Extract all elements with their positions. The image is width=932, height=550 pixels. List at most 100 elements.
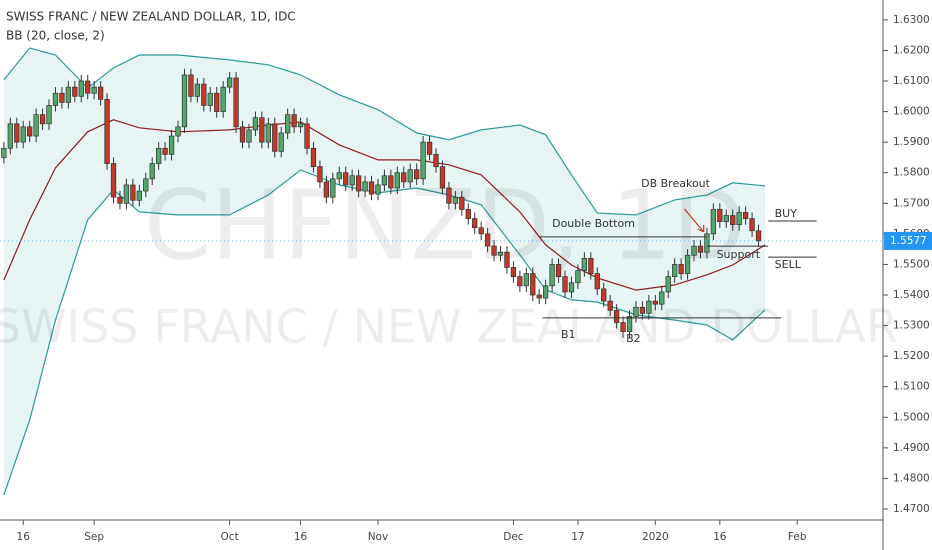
- candle-body: [730, 215, 736, 226]
- candle-body: [717, 209, 723, 222]
- candle-body: [723, 215, 729, 222]
- candle-body: [59, 92, 65, 103]
- candle-body: [439, 166, 446, 189]
- candle-body: [136, 190, 142, 201]
- candle-body: [259, 117, 265, 143]
- band-upper: [3, 47, 766, 216]
- candle-body: [388, 175, 394, 189]
- y-tick-label: 1.5400: [893, 289, 930, 301]
- x-tick-label: 17: [571, 531, 584, 543]
- annotation: SELL: [775, 258, 802, 271]
- candle-body: [472, 218, 478, 229]
- candle-body: [33, 114, 39, 137]
- candle-body: [317, 166, 323, 183]
- candle-body: [607, 300, 613, 311]
- candle-body: [710, 209, 717, 235]
- x-tick-label: Dec: [503, 531, 524, 543]
- candle-body: [214, 92, 220, 112]
- candle-body: [446, 187, 452, 204]
- candle-body: [104, 99, 110, 164]
- y-tick-label: 1.4700: [893, 503, 930, 515]
- y-tick-label: 1.6300: [893, 14, 930, 26]
- candle-body: [72, 86, 78, 97]
- candle-body: [162, 147, 168, 155]
- candle-body: [188, 74, 194, 97]
- candle-body: [414, 169, 420, 180]
- candle-body: [130, 184, 136, 201]
- candle-body: [330, 178, 336, 198]
- candle-body: [20, 126, 26, 143]
- candle-body: [478, 227, 484, 235]
- candle-body: [420, 141, 426, 180]
- annotation: Support: [717, 248, 761, 261]
- candle-body: [91, 86, 97, 94]
- candle-body: [452, 196, 459, 204]
- candle-body: [601, 288, 607, 302]
- candle-body: [291, 114, 297, 128]
- breakout-arrow: [683, 208, 705, 233]
- candle-body: [704, 233, 710, 253]
- candle-body: [626, 316, 633, 333]
- candle-body: [14, 123, 20, 143]
- candle-body: [594, 273, 600, 290]
- candle-body: [272, 123, 278, 152]
- candle-body: [504, 251, 510, 268]
- last-price-tag: [884, 231, 932, 250]
- candle-body: [755, 230, 762, 242]
- candle-body: [562, 276, 568, 293]
- x-tick-label: 16: [17, 531, 31, 543]
- x-tick-label: 16: [713, 531, 727, 543]
- chart-title: SWISS FRANC / NEW ZEALAND DOLLAR, 1D, ID…: [6, 10, 296, 24]
- candle-body: [233, 77, 239, 128]
- candle-body: [194, 83, 201, 97]
- candle-body: [207, 92, 213, 106]
- candle-body: [239, 126, 246, 143]
- y-tick-label: 1.4800: [893, 472, 930, 484]
- annotation: B2: [626, 332, 641, 345]
- candle-body: [1, 147, 7, 158]
- candle-body: [401, 172, 407, 183]
- candle-body: [265, 123, 271, 143]
- candle-body: [568, 282, 575, 293]
- candle-body: [646, 300, 652, 314]
- candle-body: [220, 86, 226, 112]
- y-tick-label: 1.4900: [893, 442, 930, 454]
- candle-body: [52, 92, 59, 106]
- candle-body: [7, 123, 13, 149]
- y-tick-label: 1.5800: [893, 167, 930, 179]
- annotation: Double Bottom: [552, 217, 635, 230]
- candle-body: [684, 254, 691, 274]
- watermark-name: SWISS FRANC / NEW ZEALAND DOLLAR: [0, 300, 898, 354]
- candle-body: [736, 212, 742, 226]
- candle-body: [497, 251, 504, 256]
- candle-body: [336, 172, 342, 180]
- candle-body: [143, 178, 149, 192]
- candle-body: [543, 285, 549, 299]
- annotation: B1: [561, 328, 576, 341]
- candle-body: [749, 218, 755, 232]
- candle-body: [343, 172, 349, 186]
- candle-body: [588, 257, 594, 274]
- y-tick-label: 1.5300: [893, 320, 930, 332]
- x-tick-label: 16: [294, 531, 308, 543]
- candle-body: [368, 181, 375, 195]
- candle-body: [175, 126, 181, 137]
- annotation: BUY: [775, 207, 798, 220]
- candle-body: [484, 233, 491, 247]
- y-tick-label: 1.6000: [893, 106, 930, 118]
- candle-body: [362, 181, 368, 192]
- candle-body: [110, 163, 117, 198]
- x-tick-label: Nov: [368, 531, 389, 543]
- candle-body: [78, 80, 84, 97]
- candle-body: [465, 209, 471, 219]
- candle-body: [39, 114, 46, 125]
- candle-body: [246, 129, 252, 143]
- candle-body: [742, 212, 749, 219]
- candle-body: [691, 245, 697, 256]
- y-tick-label: 1.5900: [893, 136, 930, 148]
- y-tick-label: 1.5700: [893, 197, 930, 209]
- candle-body: [297, 123, 304, 128]
- band-fill: [3, 47, 765, 495]
- candle-body: [201, 83, 207, 106]
